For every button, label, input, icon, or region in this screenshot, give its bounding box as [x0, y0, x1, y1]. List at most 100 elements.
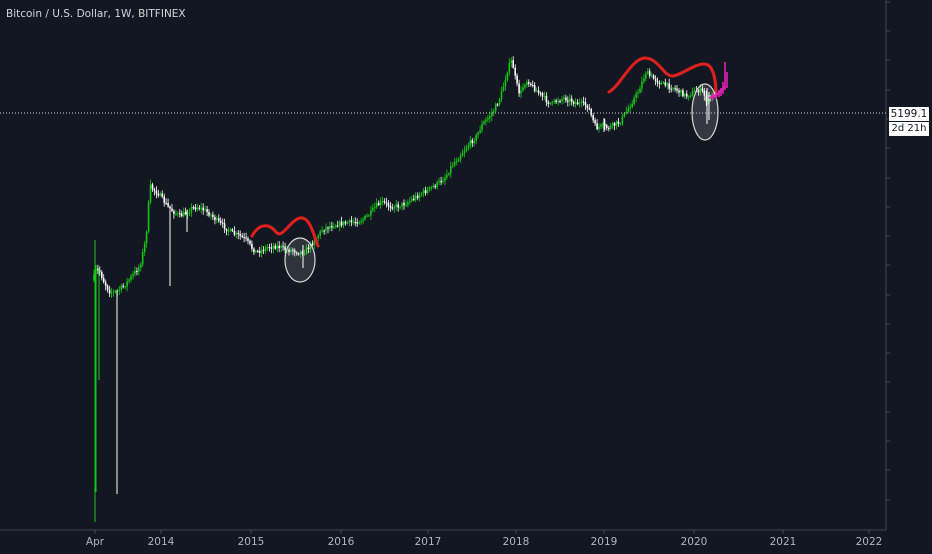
candle-body [647, 71, 649, 74]
candle-body [110, 292, 113, 294]
candle-body [658, 82, 661, 84]
candle-body [409, 200, 411, 203]
candle-body [477, 132, 479, 136]
candle-body [569, 98, 571, 102]
last-price-label: 5199.1 [888, 106, 930, 122]
candle-body [512, 60, 514, 68]
candle-body [442, 180, 444, 183]
candle-body [413, 198, 415, 200]
x-tick-label: 2015 [238, 536, 265, 548]
candle-body [705, 95, 708, 102]
candle-body [377, 203, 380, 205]
candle-body [294, 250, 296, 253]
candle-body [383, 201, 386, 203]
candle-body [305, 247, 308, 254]
candle-body [411, 198, 413, 201]
candle-body [504, 79, 507, 87]
candle-body [459, 155, 462, 160]
candle-body [574, 102, 577, 104]
candle-body [374, 207, 376, 209]
candle-body [559, 101, 561, 103]
candle-body [307, 247, 310, 250]
candle-body [602, 124, 604, 125]
candle-body [138, 267, 140, 272]
candle-body [654, 78, 657, 82]
candle-body [687, 96, 690, 98]
candle-body [251, 243, 253, 249]
candle-body [549, 103, 552, 104]
candle-body [483, 121, 485, 124]
candle-body [697, 91, 700, 93]
candle-body [414, 195, 417, 200]
candle-body [364, 215, 366, 220]
candle-body [465, 148, 468, 151]
candle-body [299, 251, 302, 255]
candle-body [436, 182, 438, 187]
candle-body [650, 75, 653, 77]
candle-body [594, 120, 596, 124]
candle-body [565, 97, 567, 101]
candle-body [229, 229, 232, 231]
candle-body [278, 245, 280, 249]
candle-body [126, 281, 128, 287]
candle-body [656, 81, 659, 83]
candle-body [633, 97, 635, 104]
candle-body [530, 83, 532, 85]
candle-body [348, 220, 351, 223]
candle-body [128, 279, 130, 282]
candle-body [102, 278, 105, 283]
candle-body [268, 247, 271, 249]
candle-body [582, 101, 585, 103]
candle-body [563, 97, 565, 99]
candle-body [643, 78, 645, 82]
candle-body [674, 88, 676, 90]
candle-body [167, 203, 169, 207]
candle-body [124, 286, 126, 288]
candle-body [420, 193, 423, 195]
candle-body [691, 91, 694, 96]
candle-body [707, 96, 709, 102]
candle-body [551, 101, 553, 103]
candle-body [221, 222, 224, 224]
candle-body [668, 83, 670, 89]
candle-body [598, 126, 600, 130]
candle-body [500, 90, 503, 100]
candle-body [407, 202, 409, 205]
candle-body [155, 190, 158, 194]
candle-body [570, 98, 573, 102]
candle-body [539, 92, 542, 94]
candle-body [99, 270, 101, 273]
candle-body [321, 230, 323, 232]
candle-body [424, 190, 427, 194]
candle-body [625, 111, 628, 114]
candle-body [354, 222, 357, 224]
candle-body [202, 207, 204, 211]
candle-body [520, 90, 522, 94]
candle-body [282, 246, 284, 248]
candle-body [635, 93, 637, 98]
candle-body [678, 90, 680, 93]
candle-body [471, 140, 474, 144]
candle-body [97, 268, 99, 271]
candle-body [153, 189, 156, 191]
candle-body [578, 102, 581, 105]
candle-body [151, 184, 154, 190]
candle-body [518, 83, 520, 94]
x-tick-label: 2016 [328, 536, 355, 548]
candle-body [368, 215, 370, 217]
candle-body [629, 107, 631, 109]
candle-body [239, 234, 241, 236]
candle-body [112, 291, 115, 293]
candle-body [173, 211, 175, 214]
candle-body [342, 221, 345, 226]
candle-body [672, 88, 674, 90]
candle-body [237, 232, 240, 235]
candle-body [140, 264, 142, 268]
candle-body [196, 207, 199, 210]
candle-body [473, 141, 475, 144]
candle-body [590, 109, 592, 116]
candle-body [592, 115, 594, 121]
candle-body [157, 193, 160, 196]
